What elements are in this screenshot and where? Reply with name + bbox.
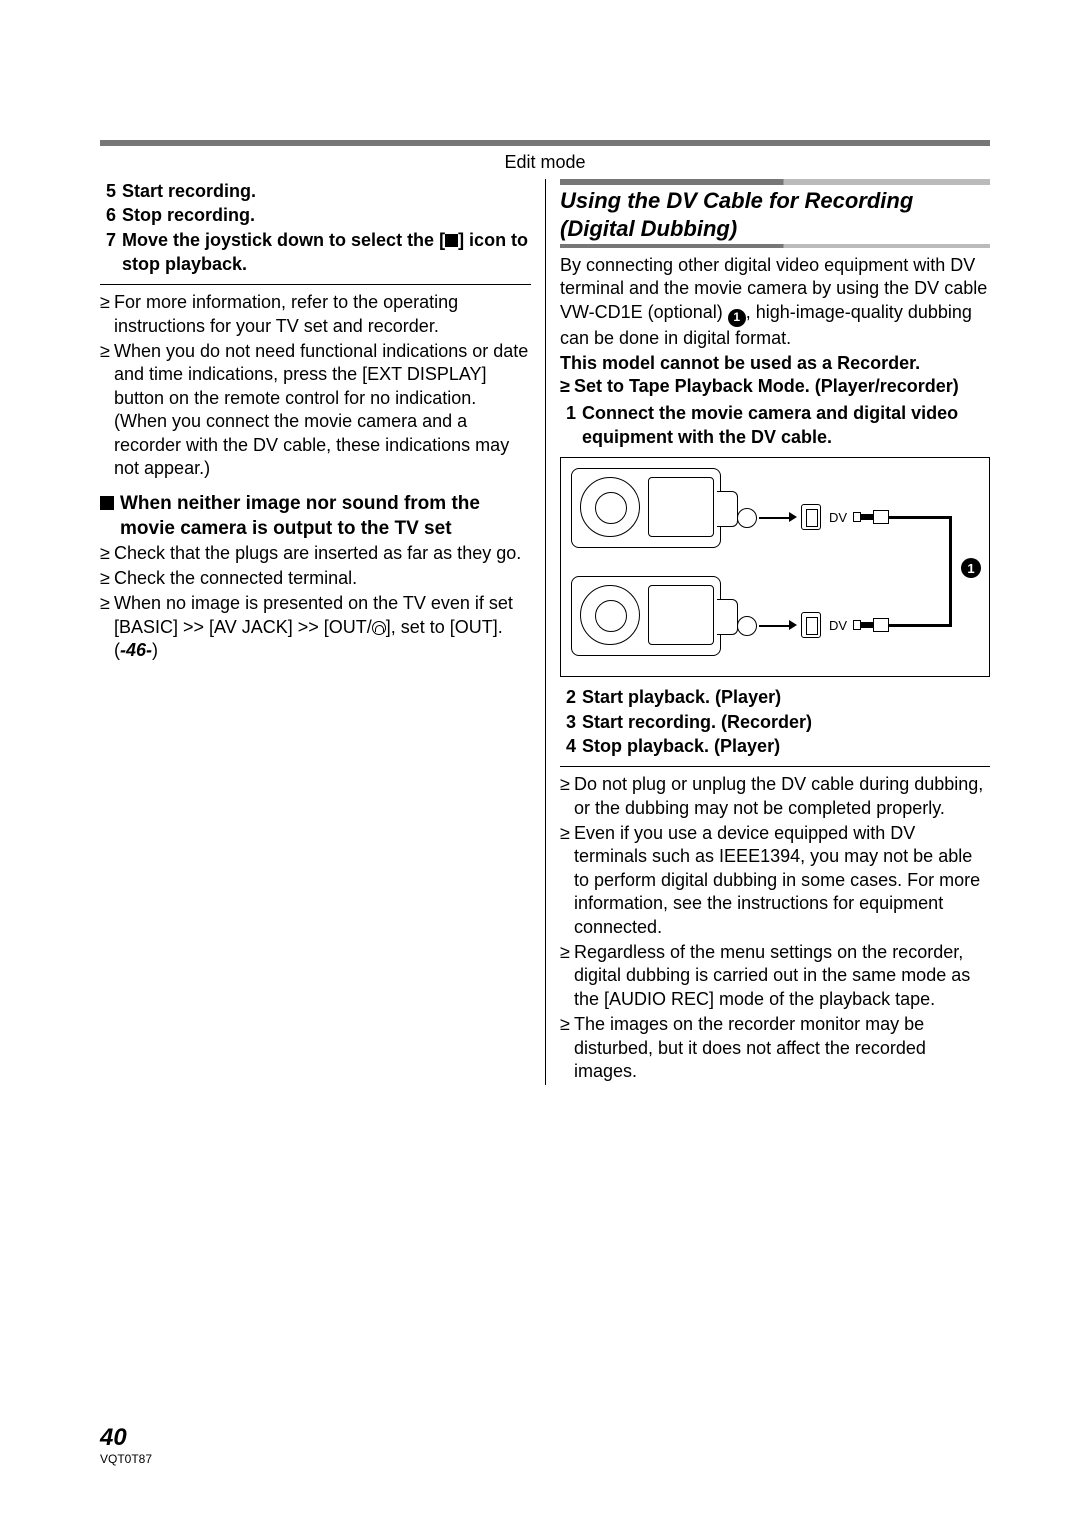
arrow-line [759, 625, 789, 627]
camera-bottom-icon [571, 576, 721, 656]
step-text: Stop playback. (Player) [582, 734, 990, 758]
list-item: ≥Do not plug or unplug the DV cable duri… [560, 773, 990, 820]
headphone-icon [372, 621, 386, 635]
step-number: 6 [100, 203, 122, 227]
step-number: 4 [560, 734, 582, 758]
section-title: Using the DV Cable for Recording (Digita… [560, 187, 990, 242]
step-number: 1 [560, 401, 582, 450]
dv-plug-icon [853, 618, 889, 632]
step-text: Start playback. (Player) [582, 685, 990, 709]
step-number: 2 [560, 685, 582, 709]
cable-segment [889, 516, 951, 519]
two-column-layout: 5 Start recording. 6 Stop recording. 7 M… [100, 179, 990, 1085]
step-item: 1 Connect the movie camera and digital v… [560, 401, 990, 450]
step-item: 3 Start recording. (Recorder) [560, 710, 990, 734]
step-number: 3 [560, 710, 582, 734]
dv-label: DV [829, 618, 847, 633]
connection-diagram: DV DV 1 [560, 457, 990, 677]
list-item: ≥The images on the recorder monitor may … [560, 1013, 990, 1083]
list-item: ≥Even if you use a device equipped with … [560, 822, 990, 939]
left-bullets-2: ≥Check that the plugs are inserted as fa… [100, 542, 531, 663]
page-footer: 40 VQT0T87 [100, 1424, 152, 1466]
step-number: 5 [100, 179, 122, 203]
step-item: 6 Stop recording. [100, 203, 531, 227]
subhead-text: When neither image nor sound from the mo… [120, 492, 531, 541]
step-text: Stop recording. [122, 203, 531, 227]
dv-port-icon [801, 612, 821, 638]
document-code: VQT0T87 [100, 1452, 152, 1466]
pre-step-bullets: ≥Set to Tape Playback Mode. (Player/reco… [560, 375, 990, 398]
step-text: Start recording. [122, 179, 531, 203]
dv-port-icon [801, 504, 821, 530]
port-circle-icon [737, 508, 757, 528]
arrowhead-icon [789, 512, 797, 522]
cable-segment [949, 516, 952, 627]
step-item: 5 Start recording. [100, 179, 531, 203]
intro-paragraph: By connecting other digital video equipm… [560, 254, 990, 350]
section-header: Edit mode [100, 148, 990, 179]
section-title-block: Using the DV Cable for Recording (Digita… [560, 179, 990, 248]
callout-number: 1 [961, 558, 981, 578]
note-bold: This model cannot be used as a Recorder. [560, 352, 990, 375]
divider [100, 284, 531, 285]
divider [560, 766, 990, 767]
title-bar-bottom [560, 244, 990, 248]
diagram-callout: 1 [961, 558, 981, 578]
cable-segment [889, 624, 951, 627]
title-bar-top [560, 179, 990, 185]
arrowhead-icon [789, 620, 797, 630]
dv-label: DV [829, 510, 847, 525]
page-number: 40 [100, 1424, 152, 1452]
step-text: Start recording. (Recorder) [582, 710, 990, 734]
left-steps-list: 5 Start recording. 6 Stop recording. 7 M… [100, 179, 531, 276]
square-bullet-icon [100, 496, 114, 510]
step-number: 7 [100, 228, 122, 277]
left-column: 5 Start recording. 6 Stop recording. 7 M… [100, 179, 545, 1085]
page-ref: -46- [120, 640, 152, 660]
right-steps-list-1: 1 Connect the movie camera and digital v… [560, 401, 990, 450]
right-steps-list-2: 2 Start playback. (Player) 3 Start recor… [560, 685, 990, 758]
list-item: ≥When you do not need functional indicat… [100, 340, 531, 480]
step-item: 2 Start playback. (Player) [560, 685, 990, 709]
dv-plug-icon [853, 510, 889, 524]
right-column: Using the DV Cable for Recording (Digita… [545, 179, 990, 1085]
step-text: Move the joystick down to select the [] … [122, 228, 531, 277]
callout-1-icon: 1 [728, 309, 746, 327]
list-item: ≥ When no image is presented on the TV e… [100, 592, 531, 662]
list-item: ≥Check the connected terminal. [100, 567, 531, 590]
manual-page: Edit mode 5 Start recording. 6 Stop reco… [0, 0, 1080, 1145]
bullet-with-ref: When no image is presented on the TV eve… [114, 592, 531, 662]
list-item: ≥Regardless of the menu settings on the … [560, 941, 990, 1011]
list-item: ≥Check that the plugs are inserted as fa… [100, 542, 531, 565]
step-item: 4 Stop playback. (Player) [560, 734, 990, 758]
port-circle-icon [737, 616, 757, 636]
top-divider [100, 140, 990, 146]
camera-top-icon [571, 468, 721, 548]
stop-icon [445, 234, 458, 247]
list-item: ≥For more information, refer to the oper… [100, 291, 531, 338]
step-text: Connect the movie camera and digital vid… [582, 401, 990, 450]
subheading: When neither image nor sound from the mo… [100, 492, 531, 541]
list-item: ≥Set to Tape Playback Mode. (Player/reco… [560, 375, 990, 398]
arrow-line [759, 517, 789, 519]
step-item: 7 Move the joystick down to select the [… [100, 228, 531, 277]
right-post-bullets: ≥Do not plug or unplug the DV cable duri… [560, 773, 990, 1083]
left-bullets-1: ≥For more information, refer to the oper… [100, 291, 531, 480]
